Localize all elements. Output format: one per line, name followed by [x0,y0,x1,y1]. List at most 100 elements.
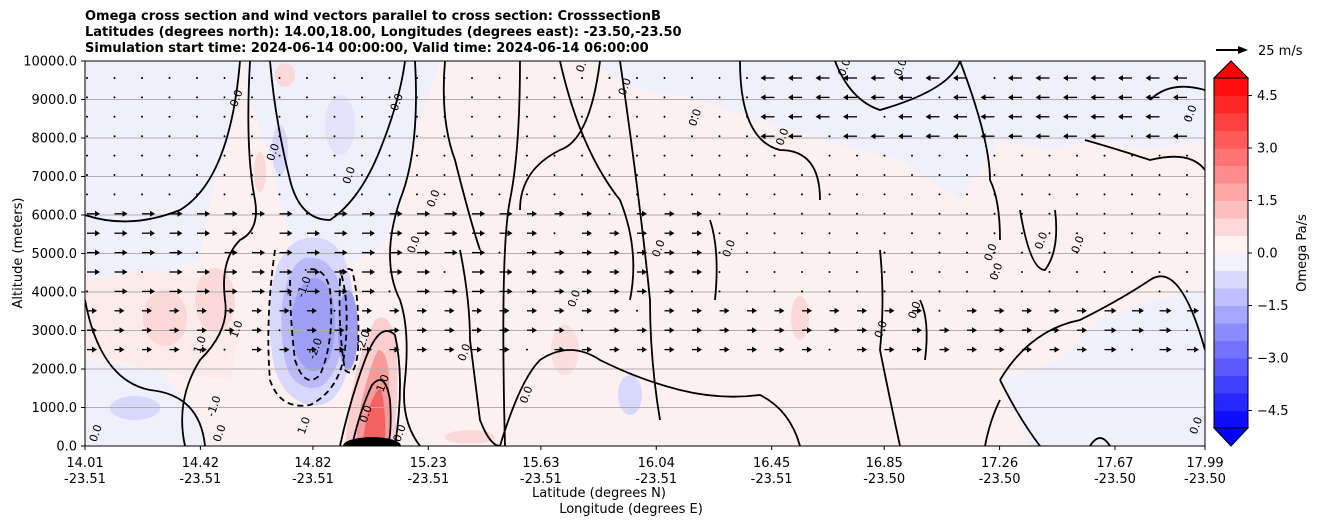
wind-vector-dot [746,96,748,99]
wind-vector-dot [196,251,198,254]
contour-label: 1.0 [295,415,313,436]
x-tick-label-lat: 16.45 [753,456,790,471]
wind-vector-dot [553,193,556,196]
colorbar-band [1214,78,1248,96]
colorbar-band [1214,375,1248,394]
wind-vector-head [760,113,766,120]
wind-vector-dot [278,329,281,332]
wind-vector-dot [388,77,391,79]
wind-vector-head [370,269,375,275]
wind-vector-dot [1158,212,1161,215]
wind-vector-dot [993,154,996,157]
wind-vector-dot [691,290,693,293]
wind-vector-head [122,210,128,217]
wind-vector-dot [388,96,391,99]
wind-vector-dot [746,251,748,254]
wind-vector-head [147,327,152,334]
wind-vector-dot [938,232,941,235]
colorbar-band [1214,95,1248,114]
x-tick-label-lon: -23.51 [292,472,334,487]
quiver-key-label: 25 m/s [1258,44,1303,59]
wind-vector-head [1139,327,1144,334]
wind-vector-dot [471,154,473,157]
wind-vector-head [342,210,348,217]
wind-vector-dot [113,135,116,138]
colorbar-band [1214,183,1248,201]
colorbar-band [1214,165,1248,184]
wind-vector-head [1035,75,1041,81]
wind-vector-head [1054,327,1060,334]
wind-vector-dot [663,154,666,157]
wind-vector-head [260,249,265,256]
wind-vector-dot [966,193,968,196]
wind-vector-dot [911,193,913,196]
wind-vector-head [202,307,207,314]
wind-vector-head [1008,113,1013,120]
wind-vector-dot [801,193,803,196]
wind-vector-head [532,327,537,334]
wind-vector-dot [773,154,776,157]
wind-vector-dot [856,174,858,176]
wind-vector-dot [1048,251,1051,254]
y-tick-label: 9000.0 [32,93,78,108]
wind-vector-dot [388,115,391,118]
contour-label: 0.0 [227,88,245,109]
wind-vector-head [972,327,977,334]
wind-vector-dot [553,154,556,157]
wind-vector-dot [1103,193,1106,196]
wind-vector-head [480,230,485,237]
wind-vector-dot [856,212,858,215]
wind-vector-dot [333,309,336,312]
wind-vector-dot [526,115,528,118]
wind-vector-head [1145,133,1151,140]
wind-vector-head [587,346,592,353]
wind-vector-dot [966,290,968,293]
wind-vector-dot [1103,232,1106,235]
wind-vector-dot [361,115,363,118]
wind-vector-dot [773,174,776,176]
wind-vector-head [477,327,482,334]
wind-vector-head [1063,133,1068,140]
wind-vector-dot [911,174,913,176]
contour-label: 0.0 [892,57,910,78]
wind-vector-head [287,269,293,275]
wind-vector-dot [1186,329,1188,332]
y-axis-label: Altitude (meters) [11,198,26,309]
wind-vector-head [669,269,675,275]
wind-vector-head [870,133,876,140]
wind-vector-dot [938,212,941,215]
wind-vector-head [953,113,958,120]
colorbar-ticks: 4.5 3.0 1.5 0.0 −1.5 −3.0 −4.5 [1248,89,1289,419]
wind-vector-head [229,307,235,314]
wind-vector-head [150,230,155,237]
wind-vector-dot [471,96,473,99]
wind-vector-dot [856,154,858,157]
wind-vector-head [1063,113,1068,120]
wind-vector-head [122,249,128,256]
wind-vector-dot [168,174,171,176]
wind-vector-dot [1158,271,1161,273]
wind-vector-head [834,327,840,334]
wind-vector-dot [1158,232,1161,235]
wind-vector-dot [526,77,528,79]
wind-vector-dot [856,193,858,196]
wind-vector-dot [443,271,446,273]
contour-label: 0.0 [340,165,358,186]
wind-vector-head [119,346,125,353]
wind-vector-dot [526,154,528,157]
wind-vector-dot [636,96,638,99]
wind-vector-head [122,230,128,237]
wind-vector-dot [966,174,968,176]
wind-vector-dot [1158,290,1161,293]
wind-vector-head [697,210,702,217]
x-axis-label-line-2: Longitude (degrees E) [559,502,703,517]
wind-vector-dot [911,271,913,273]
wind-vector-dot [1131,154,1133,157]
wind-vector-dot [251,115,253,118]
wind-vector-head [397,230,403,237]
wind-vector-dot [966,271,968,273]
wind-vector-head [507,230,513,237]
wind-vector-head [312,346,317,353]
wind-vector-head [1035,133,1041,140]
